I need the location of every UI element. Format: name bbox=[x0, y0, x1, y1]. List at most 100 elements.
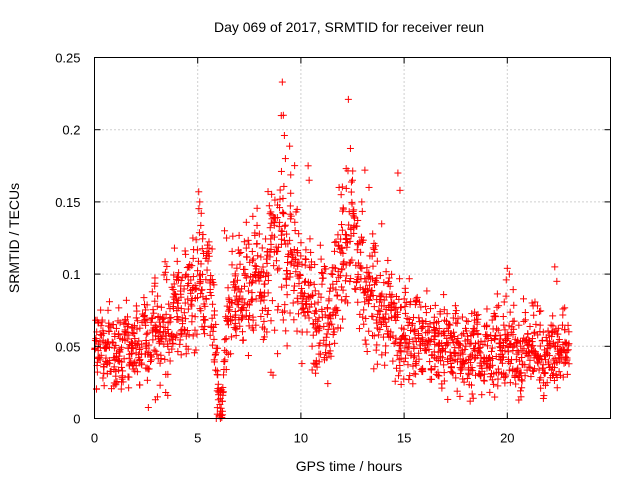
data-point bbox=[382, 268, 390, 276]
data-point bbox=[325, 312, 333, 320]
data-point bbox=[384, 278, 392, 286]
data-point bbox=[246, 258, 254, 266]
data-point bbox=[124, 373, 132, 381]
data-point bbox=[148, 288, 156, 296]
data-point bbox=[150, 309, 158, 317]
data-point bbox=[129, 345, 137, 353]
data-point bbox=[425, 338, 433, 346]
data-point bbox=[118, 336, 126, 344]
data-point bbox=[143, 364, 151, 372]
data-point bbox=[133, 325, 141, 333]
data-point bbox=[105, 298, 113, 306]
data-point bbox=[182, 315, 190, 323]
data-point bbox=[183, 327, 191, 335]
data-point bbox=[483, 331, 491, 339]
data-point bbox=[244, 300, 252, 308]
data-point bbox=[105, 327, 113, 335]
data-point bbox=[435, 339, 443, 347]
data-point bbox=[132, 342, 140, 350]
data-point bbox=[363, 264, 371, 272]
data-point bbox=[191, 326, 199, 334]
data-point bbox=[153, 350, 161, 358]
data-point bbox=[454, 334, 462, 342]
data-point bbox=[173, 331, 181, 339]
data-point bbox=[290, 282, 298, 290]
data-point bbox=[350, 206, 358, 214]
data-point bbox=[170, 244, 178, 252]
data-point bbox=[322, 333, 330, 341]
data-point bbox=[475, 344, 483, 352]
data-point bbox=[304, 308, 312, 316]
data-point bbox=[360, 289, 368, 297]
data-point bbox=[162, 335, 170, 343]
data-point bbox=[197, 221, 205, 229]
data-point bbox=[264, 307, 272, 315]
data-point bbox=[182, 350, 190, 358]
data-point bbox=[443, 339, 451, 347]
data-point bbox=[449, 356, 457, 364]
data-point bbox=[122, 320, 130, 328]
data-point bbox=[480, 377, 488, 385]
data-point bbox=[282, 274, 290, 282]
data-point bbox=[194, 267, 202, 275]
data-point bbox=[499, 313, 507, 321]
data-point bbox=[249, 278, 257, 286]
data-point bbox=[380, 279, 388, 287]
data-point bbox=[456, 364, 464, 372]
data-point bbox=[251, 262, 259, 270]
data-point bbox=[93, 368, 101, 376]
data-point bbox=[472, 311, 480, 319]
data-point bbox=[284, 253, 292, 261]
data-point bbox=[244, 236, 252, 244]
data-point bbox=[339, 286, 347, 294]
data-point bbox=[494, 382, 502, 390]
data-point bbox=[185, 331, 193, 339]
data-point bbox=[401, 344, 409, 352]
data-point bbox=[397, 347, 405, 355]
data-point bbox=[412, 297, 420, 305]
data-point bbox=[287, 260, 295, 268]
data-point bbox=[280, 210, 288, 218]
data-point bbox=[151, 297, 159, 305]
data-point bbox=[484, 342, 492, 350]
data-point bbox=[283, 291, 291, 299]
data-point bbox=[339, 205, 347, 213]
data-point bbox=[112, 324, 120, 332]
data-point bbox=[127, 338, 135, 346]
data-point bbox=[352, 285, 360, 293]
data-point bbox=[315, 314, 323, 322]
data-point bbox=[298, 285, 306, 293]
data-point bbox=[431, 329, 439, 337]
data-point bbox=[490, 380, 498, 388]
data-point bbox=[461, 360, 469, 368]
grid-layer bbox=[94, 57, 611, 419]
data-point bbox=[170, 290, 178, 298]
data-point bbox=[322, 342, 330, 350]
data-point bbox=[446, 331, 454, 339]
data-point bbox=[136, 324, 144, 332]
data-point bbox=[248, 289, 256, 297]
data-point bbox=[189, 254, 197, 262]
data-point bbox=[260, 296, 268, 304]
data-point bbox=[263, 259, 271, 267]
data-point bbox=[98, 318, 106, 326]
data-point bbox=[349, 207, 357, 215]
data-point bbox=[405, 315, 413, 323]
data-point bbox=[214, 380, 222, 388]
data-point bbox=[354, 259, 362, 267]
data-point bbox=[411, 352, 419, 360]
data-point bbox=[313, 363, 321, 371]
data-point bbox=[467, 339, 475, 347]
data-point bbox=[419, 324, 427, 332]
data-point bbox=[349, 167, 357, 175]
data-point bbox=[393, 351, 401, 359]
data-point bbox=[358, 264, 366, 272]
data-point bbox=[338, 244, 346, 252]
data-point bbox=[350, 213, 358, 221]
data-point bbox=[231, 325, 239, 333]
data-point bbox=[239, 336, 247, 344]
data-point bbox=[291, 162, 299, 170]
data-point bbox=[284, 240, 292, 248]
data-point bbox=[264, 188, 272, 196]
data-point bbox=[411, 301, 419, 309]
